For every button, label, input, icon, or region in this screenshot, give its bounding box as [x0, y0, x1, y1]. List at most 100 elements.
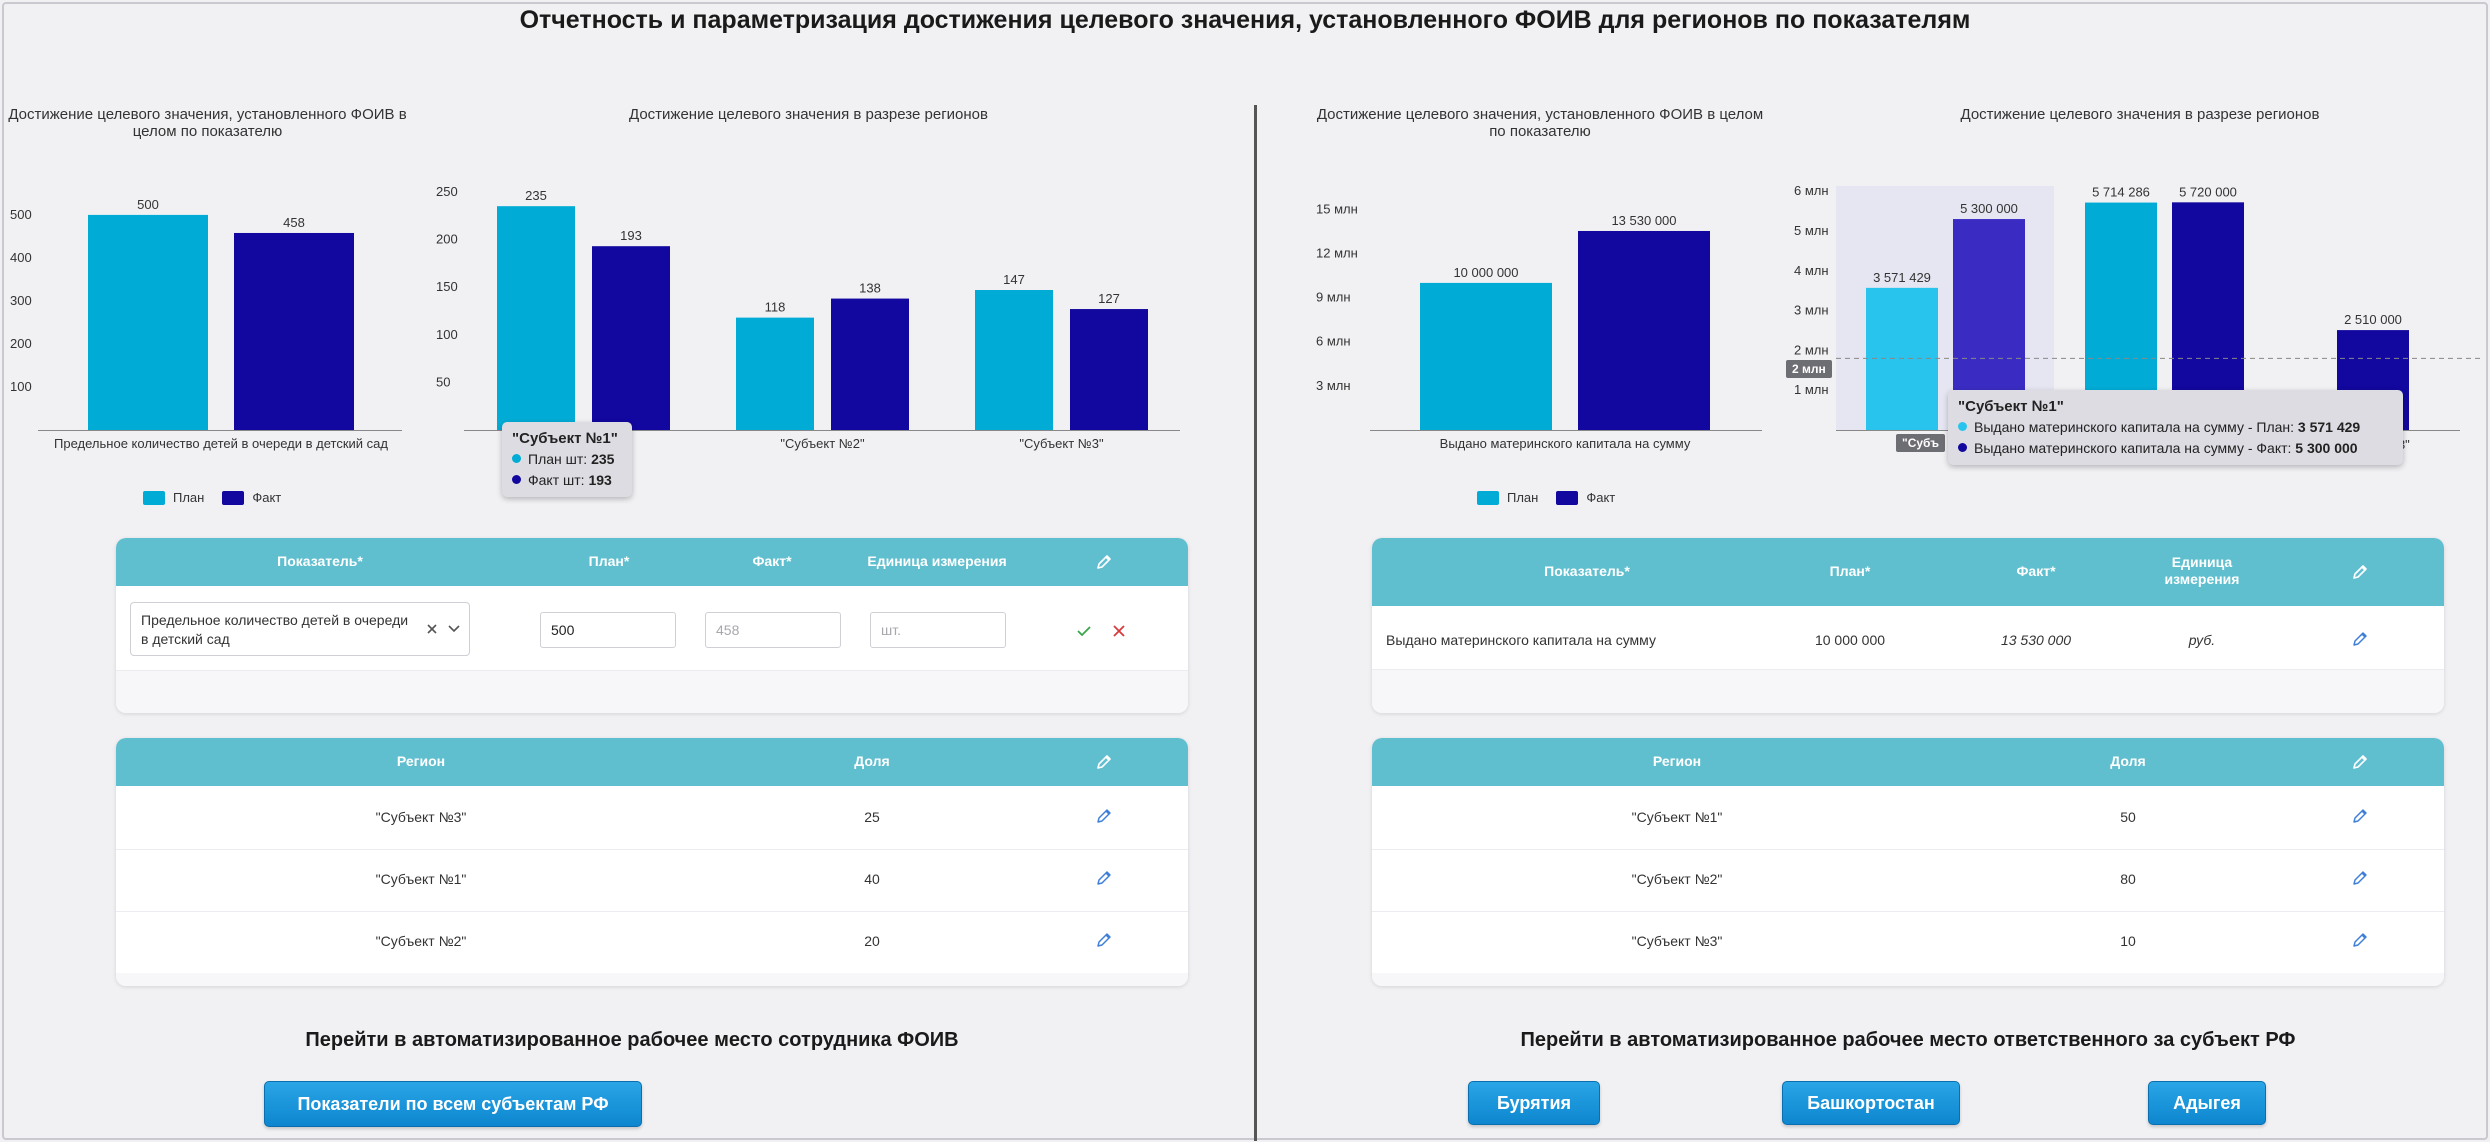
- share-cell: 50: [2120, 809, 2136, 825]
- tooltip-fact-label: Выдано материнского капитала на сумму - …: [1974, 440, 2296, 456]
- fact-cell: 13 530 000: [2000, 632, 2072, 648]
- fact-bar: [831, 298, 909, 430]
- legend-plan-label: План: [173, 490, 205, 505]
- bar-value-label: 118: [765, 300, 786, 315]
- unit-cell: руб.: [2188, 632, 2216, 648]
- share-cell: 80: [2120, 871, 2136, 887]
- bar-value-label: 127: [1098, 291, 1120, 306]
- left-cta-text: Перейти в автоматизированное рабочее мес…: [305, 1029, 959, 1051]
- bar-value-label: 3 571 429: [1873, 270, 1931, 285]
- edit-pencil-icon[interactable]: [2352, 870, 2368, 886]
- bar-value-label: 458: [283, 215, 305, 230]
- all-subjects-button[interactable]: Показатели по всем субъектам РФ: [264, 1081, 642, 1127]
- chevron-down-icon[interactable]: [447, 623, 461, 635]
- edit-all-pencil-icon[interactable]: [2352, 564, 2368, 580]
- plan-bar: [1866, 287, 1938, 430]
- y-tick-label: 15 млн: [1316, 201, 1358, 216]
- legend-fact[interactable]: Факт: [222, 490, 281, 505]
- edit-pencil-icon[interactable]: [1096, 808, 1112, 824]
- edit-all-pencil-icon[interactable]: [2352, 754, 2368, 770]
- y-tick-label: 5 млн: [1794, 223, 1829, 238]
- row-divider: [116, 911, 1188, 912]
- empty-row: [1372, 670, 2444, 713]
- fact-input[interactable]: 458: [705, 612, 841, 648]
- plan-bar: [736, 317, 814, 430]
- row-divider: [1372, 669, 2444, 670]
- y-tick-label: 200: [436, 232, 458, 247]
- confirm-check-icon[interactable]: [1076, 624, 1092, 638]
- right-chart1-title: Достижение целевого значения, установлен…: [1316, 106, 1764, 140]
- left-region-table: Регион Доля "Субъект №3" 25 "Субъект №1"…: [116, 738, 1188, 986]
- unit-input[interactable]: шт.: [870, 612, 1006, 648]
- edit-pencil-icon[interactable]: [1096, 870, 1112, 886]
- row-divider: [1372, 849, 2444, 850]
- edit-all-pencil-icon[interactable]: [1096, 754, 1112, 770]
- region-button-adygea[interactable]: Адыгея: [2148, 1081, 2266, 1125]
- legend-plan-label: План: [1507, 490, 1539, 505]
- indicator-select[interactable]: Предельное количество детей в очереди в …: [130, 602, 470, 656]
- col-indicator: Показатель*: [277, 553, 363, 569]
- section-divider: [1254, 105, 1257, 1141]
- y-tick-label: 100: [10, 379, 32, 394]
- bar-value-label: 138: [859, 281, 881, 296]
- y-tick-label: 12 млн: [1316, 245, 1358, 260]
- legend-plan[interactable]: План: [1477, 490, 1538, 505]
- edit-pencil-icon[interactable]: [2352, 932, 2368, 948]
- y-tick-label: 250: [436, 184, 458, 199]
- y-tick-label: 50: [436, 374, 450, 389]
- region-button-bashkortostan[interactable]: Башкортостан: [1782, 1081, 1960, 1125]
- col-region: Регион: [1652, 753, 1702, 769]
- legend-fact[interactable]: Факт: [1556, 490, 1615, 505]
- share-cell: 20: [864, 933, 880, 949]
- edit-pencil-icon[interactable]: [1096, 932, 1112, 948]
- table-footer: [1372, 973, 2444, 986]
- table-header: Регион Доля: [1372, 738, 2444, 786]
- indicator-select-value: Предельное количество детей в очереди в …: [141, 612, 409, 647]
- tooltip-title: "Субъект №1": [1958, 398, 2064, 415]
- col-indicator: Показатель*: [1544, 563, 1630, 579]
- tooltip-plan-row: План шт: 235: [512, 449, 622, 470]
- share-cell: 10: [2120, 933, 2136, 949]
- legend-plan[interactable]: План: [143, 490, 204, 505]
- fact-bar: [592, 246, 670, 430]
- plan-swatch: [143, 490, 165, 505]
- left-chart-tooltip: "Субъект №1" План шт: 235 Факт шт: 193: [502, 422, 632, 497]
- bar-value-label: 5 720 000: [2179, 184, 2237, 199]
- y-tick-label: 150: [436, 279, 458, 294]
- table-header: Показатель* План* Факт* Единица измерени…: [116, 538, 1188, 586]
- y-tick-label: 6 млн: [1794, 183, 1829, 198]
- plan-bar: [975, 290, 1053, 430]
- edit-all-pencil-icon[interactable]: [1096, 554, 1112, 570]
- tooltip-fact-value: 5 300 000: [2295, 440, 2358, 456]
- plan-input[interactable]: 500: [540, 612, 676, 648]
- clear-x-icon[interactable]: [425, 622, 439, 636]
- plan-bar: [1420, 282, 1552, 430]
- region-cell: "Субъект №2": [375, 933, 467, 949]
- col-plan: План*: [1829, 563, 1871, 579]
- cancel-x-icon[interactable]: [1111, 623, 1127, 639]
- x-category-label: "Субъект №3": [1019, 436, 1104, 451]
- tooltip-title: "Субъект №1": [512, 430, 618, 447]
- region-cell: "Субъект №3": [375, 809, 467, 825]
- edit-pencil-icon[interactable]: [2352, 631, 2368, 647]
- right-chart2-title: Достижение целевого значения в разрезе р…: [1960, 106, 2320, 123]
- tooltip-fact-row: Факт шт: 193: [512, 470, 622, 491]
- y-tick-label: 300: [10, 293, 32, 308]
- bar-value-label: 5 300 000: [1960, 201, 2018, 216]
- crosshair-y-label: 2 млн: [1786, 360, 1832, 378]
- bar-value-label: 235: [525, 188, 547, 203]
- region-cell: "Субъект №1": [1631, 809, 1723, 825]
- tooltip-fact-value: 193: [588, 472, 612, 488]
- bar-value-label: 2 510 000: [2344, 312, 2402, 327]
- edit-pencil-icon[interactable]: [2352, 808, 2368, 824]
- tooltip-plan-label: План шт:: [528, 451, 592, 467]
- table-footer: [116, 973, 1188, 986]
- share-cell: 40: [864, 871, 880, 887]
- y-tick-label: 2 млн: [1794, 342, 1829, 357]
- region-button-buryatia[interactable]: Бурятия: [1468, 1081, 1600, 1125]
- right-chart-tooltip: "Субъект №1" Выдано материнского капитал…: [1948, 390, 2403, 465]
- y-tick-label: 9 млн: [1316, 290, 1351, 305]
- y-tick-label: 6 млн: [1316, 334, 1351, 349]
- tooltip-plan-value: 235: [591, 451, 615, 467]
- plan-bar: [497, 206, 575, 430]
